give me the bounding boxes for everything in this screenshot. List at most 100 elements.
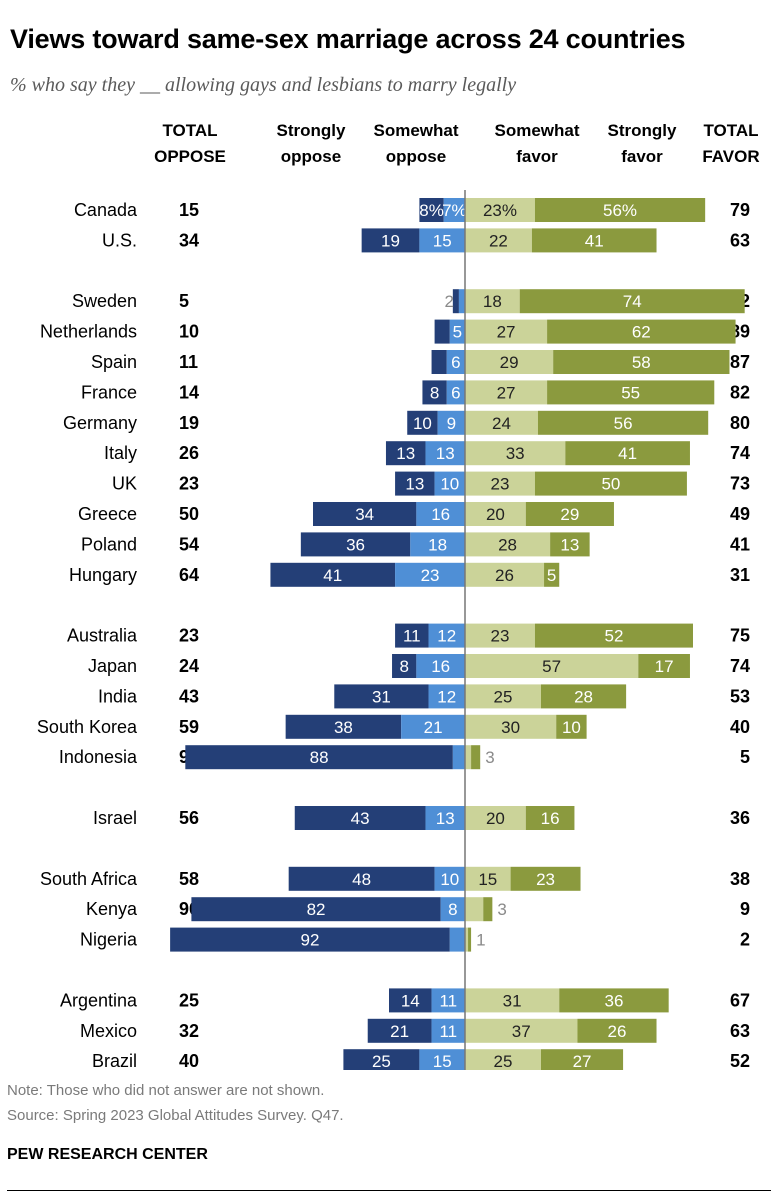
bar-strongly-favor-israel bbox=[525, 806, 575, 830]
data-label-strongly-favor-south-africa: 23 bbox=[536, 870, 555, 889]
total-favor-israel: 36 bbox=[730, 808, 750, 828]
total-oppose-u-s: 34 bbox=[179, 230, 199, 250]
data-label-strongly-oppose-argentina: 14 bbox=[401, 991, 420, 1010]
total-oppose-spain: 11 bbox=[179, 352, 198, 372]
bar-somewhat-favor-canada bbox=[465, 198, 535, 222]
total-favor-spain: 87 bbox=[730, 352, 750, 372]
country-label-nigeria: Nigeria bbox=[80, 930, 138, 950]
bar-somewhat-favor-uk bbox=[465, 471, 535, 496]
bar-strongly-favor-germany bbox=[537, 410, 709, 435]
bar-strongly-oppose-canada bbox=[419, 198, 444, 222]
country-label-sweden: Sweden bbox=[72, 291, 137, 311]
total-oppose-greece: 50 bbox=[179, 504, 199, 524]
data-label-strongly-oppose-greece: 34 bbox=[355, 505, 374, 524]
bar-somewhat-favor-kenya bbox=[465, 897, 484, 922]
data-label-somewhat-favor-germany: 24 bbox=[492, 414, 511, 433]
data-label-somewhat-oppose-australia: 12 bbox=[437, 627, 456, 646]
bar-somewhat-oppose-netherlands bbox=[449, 319, 465, 344]
data-label-strongly-oppose-south-korea: 38 bbox=[334, 718, 353, 737]
data-label-somewhat-favor-south-africa: 15 bbox=[478, 870, 497, 889]
data-label-somewhat-oppose-kenya: 8 bbox=[448, 900, 457, 919]
data-label-strongly-oppose-uk: 13 bbox=[405, 475, 424, 494]
data-label-somewhat-favor-israel: 20 bbox=[486, 809, 505, 828]
data-label-somewhat-oppose-italy: 13 bbox=[436, 444, 455, 463]
bar-somewhat-favor-poland bbox=[465, 532, 551, 557]
bar-somewhat-oppose-india bbox=[428, 684, 465, 709]
bar-somewhat-oppose-poland bbox=[410, 532, 465, 557]
data-label-strongly-oppose-japan: 8 bbox=[399, 657, 408, 676]
data-label-strongly-oppose-france: 8 bbox=[430, 383, 439, 402]
data-label-strongly-oppose-italy: 13 bbox=[396, 444, 415, 463]
bar-strongly-favor-indonesia bbox=[471, 745, 481, 770]
total-favor-hungary: 31 bbox=[730, 565, 750, 585]
total-favor-uk: 73 bbox=[730, 474, 750, 494]
data-label-somewhat-oppose-uk: 10 bbox=[440, 475, 459, 494]
data-label-strongly-favor-india: 28 bbox=[574, 687, 593, 706]
bar-strongly-favor-south-africa bbox=[510, 866, 581, 891]
data-label-strongly-favor-hungary: 5 bbox=[547, 566, 556, 585]
data-label-somewhat-oppose-netherlands: 5 bbox=[453, 323, 462, 342]
data-label-strongly-oppose-south-africa: 48 bbox=[352, 870, 371, 889]
country-label-south-korea: South Korea bbox=[37, 717, 138, 737]
column-header-2-line-1: oppose bbox=[386, 147, 446, 166]
data-label-somewhat-oppose-south-africa: 10 bbox=[440, 870, 459, 889]
bar-strongly-oppose-south-africa bbox=[288, 866, 435, 891]
bar-somewhat-oppose-japan bbox=[416, 654, 465, 678]
country-label-hungary: Hungary bbox=[69, 565, 137, 585]
bar-somewhat-favor-argentina bbox=[465, 988, 560, 1013]
total-oppose-france: 14 bbox=[179, 382, 199, 402]
data-label-somewhat-favor-italy: 33 bbox=[506, 444, 525, 463]
bar-somewhat-favor-israel bbox=[465, 806, 526, 830]
bar-strongly-oppose-spain bbox=[431, 350, 447, 374]
total-favor-south-korea: 40 bbox=[730, 717, 750, 737]
data-label-somewhat-favor-sweden: 18 bbox=[483, 292, 502, 311]
data-label-strongly-favor-nigeria: 1 bbox=[476, 931, 485, 950]
country-label-argentina: Argentina bbox=[60, 990, 138, 1010]
data-label-strongly-favor-u-s: 41 bbox=[585, 231, 604, 250]
total-oppose-mexico: 32 bbox=[179, 1021, 199, 1041]
bar-strongly-oppose-indonesia bbox=[185, 745, 453, 770]
data-label-strongly-oppose-hungary: 41 bbox=[323, 566, 342, 585]
data-label-strongly-oppose-australia: 11 bbox=[403, 627, 421, 646]
bar-somewhat-oppose-italy bbox=[425, 441, 465, 466]
bar-somewhat-favor-japan bbox=[465, 654, 639, 678]
country-label-japan: Japan bbox=[88, 656, 137, 676]
bar-strongly-favor-netherlands bbox=[547, 319, 736, 344]
data-label-somewhat-oppose-hungary: 23 bbox=[421, 566, 440, 585]
data-label-somewhat-favor-brazil: 25 bbox=[494, 1052, 513, 1070]
bar-somewhat-favor-germany bbox=[465, 410, 538, 435]
bar-somewhat-favor-netherlands bbox=[465, 319, 548, 344]
total-favor-mexico: 63 bbox=[730, 1021, 750, 1041]
country-label-poland: Poland bbox=[81, 534, 137, 554]
bar-somewhat-favor-sweden bbox=[465, 289, 520, 314]
country-label-spain: Spain bbox=[91, 352, 137, 372]
bar-somewhat-oppose-u-s bbox=[419, 228, 465, 253]
country-label-uk: UK bbox=[112, 474, 137, 494]
bar-somewhat-favor-hungary bbox=[465, 562, 545, 587]
total-oppose-italy: 26 bbox=[179, 443, 199, 463]
bar-strongly-oppose-sweden bbox=[452, 289, 459, 314]
bar-strongly-oppose-greece bbox=[313, 502, 417, 526]
data-label-somewhat-favor-australia: 23 bbox=[490, 627, 509, 646]
total-oppose-south-africa: 58 bbox=[179, 869, 199, 889]
country-label-kenya: Kenya bbox=[86, 899, 138, 919]
total-favor-south-africa: 38 bbox=[730, 869, 750, 889]
data-label-strongly-favor-netherlands: 62 bbox=[632, 323, 651, 342]
total-favor-u-s: 63 bbox=[730, 230, 750, 250]
data-label-somewhat-oppose-u-s: 15 bbox=[433, 231, 452, 250]
bar-somewhat-favor-south-korea bbox=[465, 714, 557, 739]
bar-strongly-favor-argentina bbox=[559, 988, 669, 1013]
bar-strongly-oppose-australia bbox=[395, 623, 429, 648]
total-oppose-australia: 23 bbox=[179, 626, 199, 646]
data-label-somewhat-favor-greece: 20 bbox=[486, 505, 505, 524]
column-header-1-line-0: Strongly bbox=[277, 121, 346, 140]
data-label-strongly-favor-argentina: 36 bbox=[604, 991, 623, 1010]
data-label-somewhat-favor-u-s: 22 bbox=[489, 231, 508, 250]
country-label-brazil: Brazil bbox=[92, 1051, 137, 1070]
data-label-somewhat-oppose-india: 12 bbox=[437, 687, 456, 706]
data-label-strongly-oppose-india: 31 bbox=[372, 687, 391, 706]
total-oppose-poland: 54 bbox=[179, 534, 199, 554]
bar-strongly-favor-spain bbox=[553, 350, 730, 374]
data-label-somewhat-oppose-sweden: 2 bbox=[444, 292, 453, 311]
bar-strongly-favor-mexico bbox=[577, 1018, 657, 1043]
